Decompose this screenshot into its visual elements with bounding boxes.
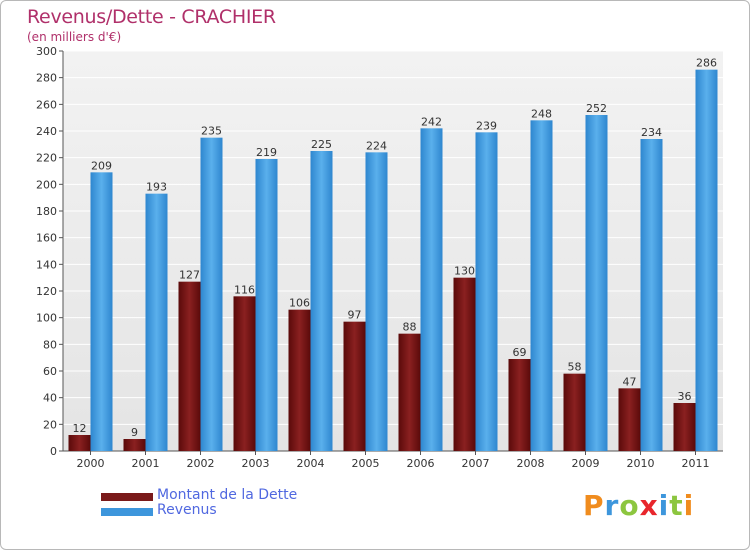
x-tick-label: 2009 — [572, 457, 600, 470]
data-label-debt: 106 — [289, 297, 310, 310]
data-label-revenue: 193 — [146, 181, 167, 194]
y-tick-label: 200 — [36, 178, 57, 191]
x-tick-label: 2007 — [462, 457, 490, 470]
logo-letter: i — [683, 489, 695, 522]
bar-revenue — [255, 159, 278, 451]
data-label-revenue: 219 — [256, 146, 277, 159]
data-label-revenue: 286 — [696, 57, 717, 70]
data-label-revenue: 239 — [476, 119, 497, 132]
y-tick-label: 220 — [36, 152, 57, 165]
x-tick-label: 2002 — [187, 457, 215, 470]
logo-letter: P — [583, 489, 605, 522]
bar-debt — [398, 333, 421, 451]
bar-debt — [123, 439, 146, 451]
data-label-revenue: 224 — [366, 139, 387, 152]
x-tick-label: 2004 — [297, 457, 325, 470]
y-tick-label: 40 — [43, 392, 57, 405]
y-tick-label: 280 — [36, 72, 57, 85]
bar-revenue — [530, 120, 553, 451]
x-tick-label: 2010 — [627, 457, 655, 470]
bar-debt — [288, 309, 311, 451]
data-label-revenue: 225 — [311, 138, 332, 151]
x-tick-label: 2011 — [682, 457, 710, 470]
logo-letter: t — [669, 489, 684, 522]
bar-revenue — [585, 115, 608, 451]
y-tick-label: 300 — [36, 45, 57, 58]
data-label-debt: 12 — [73, 422, 87, 435]
bar-revenue — [640, 139, 663, 451]
y-tick-label: 20 — [43, 418, 57, 431]
legend-swatch-revenue — [101, 508, 153, 516]
bar-revenue — [365, 152, 388, 452]
bar-debt — [343, 321, 366, 451]
bar-debt — [233, 296, 256, 451]
y-tick-label: 160 — [36, 232, 57, 245]
bar-revenue — [310, 151, 333, 451]
bar-revenue — [420, 128, 443, 451]
bar-debt — [508, 359, 531, 451]
x-tick-label: 2005 — [352, 457, 380, 470]
bar-revenue — [145, 193, 168, 451]
y-tick-label: 120 — [36, 285, 57, 298]
y-tick-label: 60 — [43, 365, 57, 378]
y-tick-label: 100 — [36, 312, 57, 325]
data-label-debt: 36 — [678, 390, 692, 403]
proxiti-logo: Proxiti — [583, 489, 694, 522]
bar-debt — [563, 373, 586, 451]
logo-letter: o — [619, 489, 640, 522]
legend-swatch-debt — [101, 493, 153, 501]
bar-debt — [618, 388, 641, 451]
data-label-revenue: 235 — [201, 125, 222, 138]
data-label-debt: 9 — [131, 426, 138, 439]
x-tick-label: 2003 — [242, 457, 270, 470]
logo-letter: i — [658, 489, 670, 522]
x-tick-label: 2008 — [517, 457, 545, 470]
bar-revenue — [200, 137, 223, 451]
logo-letter: r — [604, 489, 620, 522]
data-label-revenue: 248 — [531, 107, 552, 120]
data-label-debt: 58 — [568, 361, 582, 374]
logo-letter: x — [639, 489, 659, 522]
bar-debt — [68, 435, 91, 451]
bar-debt — [453, 277, 476, 451]
x-tick-label: 2001 — [132, 457, 160, 470]
chart-title: Revenus/Dette - CRACHIER — [27, 6, 276, 28]
y-tick-label: 80 — [43, 338, 57, 351]
data-label-revenue: 234 — [641, 126, 662, 139]
plot-background — [63, 51, 723, 451]
y-tick-label: 180 — [36, 205, 57, 218]
data-label-debt: 69 — [513, 346, 527, 359]
bar-debt — [673, 403, 696, 451]
chart-subtitle: (en milliers d'€) — [27, 30, 122, 44]
x-tick-label: 2000 — [77, 457, 105, 470]
data-label-debt: 127 — [179, 269, 200, 282]
data-label-debt: 97 — [348, 309, 362, 322]
data-label-debt: 88 — [403, 321, 417, 334]
legend-label-revenue: Revenus — [157, 502, 217, 518]
bar-debt — [178, 281, 201, 451]
bar-revenue — [695, 69, 718, 452]
bar-revenue — [90, 172, 113, 452]
data-label-debt: 47 — [623, 375, 637, 388]
x-tick-label: 2006 — [407, 457, 435, 470]
data-label-debt: 130 — [454, 265, 475, 278]
legend-label-debt: Montant de la Dette — [157, 487, 298, 503]
data-label-revenue: 242 — [421, 115, 442, 128]
y-tick-label: 0 — [50, 445, 57, 458]
y-tick-label: 240 — [36, 125, 57, 138]
y-tick-label: 140 — [36, 258, 57, 271]
bar-revenue — [475, 132, 498, 452]
data-label-debt: 116 — [234, 283, 255, 296]
data-label-revenue: 252 — [586, 102, 607, 115]
data-label-revenue: 209 — [91, 159, 112, 172]
y-tick-label: 260 — [36, 98, 57, 111]
